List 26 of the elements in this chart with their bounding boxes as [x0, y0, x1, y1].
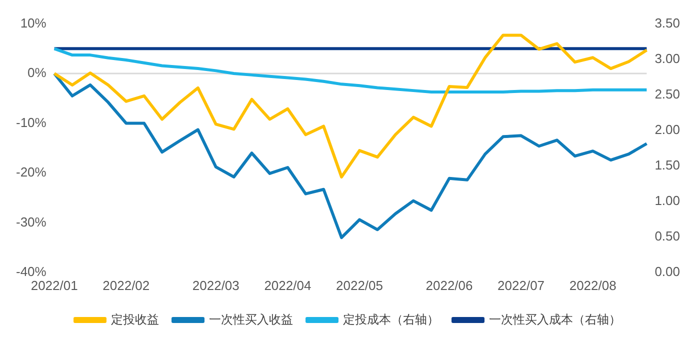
x-tick-label: 2022/04: [264, 278, 312, 293]
y2-tick-label: 3.50: [654, 15, 680, 30]
x-tick-label: 2022/08: [569, 278, 616, 293]
y2-tick-label: 2.50: [654, 86, 680, 102]
y-tick-label: -40%: [16, 264, 47, 279]
y-tick-label: 0%: [28, 65, 47, 80]
legend-label: 定投成本（右轴）: [343, 312, 439, 326]
legend-label: 定投收益: [111, 312, 159, 326]
x-tick-label: 2022/01: [30, 278, 78, 293]
y-tick-label: -10%: [16, 114, 47, 130]
y-tick-label: -30%: [16, 214, 47, 230]
y2-tick-label: 2.00: [654, 122, 680, 137]
y2-tick-label: 1.00: [654, 192, 680, 208]
y-tick-label: 10%: [20, 15, 47, 30]
x-tick-label: 2022/07: [498, 278, 545, 293]
y2-tick-label: 1.50: [654, 157, 680, 172]
legend-label: 一次性买入成本（右轴）: [489, 312, 621, 326]
y2-tick-label: 3.00: [654, 50, 680, 66]
x-tick-label: 2022/06: [426, 278, 473, 293]
y2-tick-label: 0.50: [654, 228, 680, 244]
x-tick-label: 2022/02: [102, 278, 150, 293]
y-tick-label: -20%: [16, 164, 47, 180]
legend-label: 一次性买入收益: [209, 312, 293, 326]
x-tick-label: 2022/03: [192, 278, 240, 293]
x-tick-label: 2022/05: [336, 278, 383, 293]
y2-tick-label: 0.00: [654, 264, 680, 279]
